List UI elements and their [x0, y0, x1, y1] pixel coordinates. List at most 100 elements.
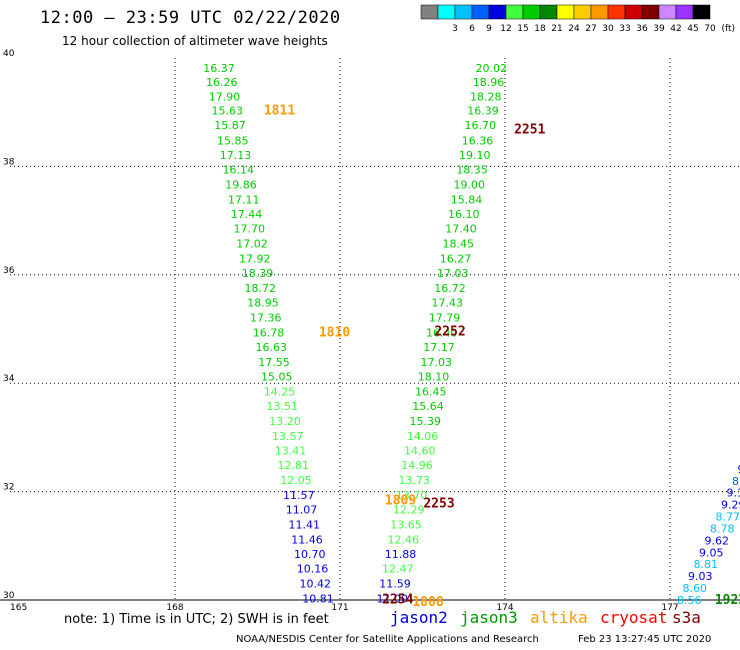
swh-value-jason3: 15.84: [451, 193, 483, 206]
swh-value-jason3: 17.03: [421, 356, 453, 369]
footer-credit: NOAA/NESDIS Center for Satellite Applica…: [236, 634, 539, 645]
pass-time-label: 1922: [715, 593, 740, 608]
color-scale-legend: 3 6 9 12 15 18 21 24 27 30 33 36 39 42 45 70 (ft): [420, 4, 735, 34]
swh-value-jason2: 9.03: [738, 463, 740, 476]
swh-value-jason3: 14.60: [404, 444, 436, 457]
swh-value-jason3: 16.63: [256, 341, 288, 354]
swh-value-jason3: 19.10: [459, 149, 491, 162]
swh-value-jason3: 11.88: [385, 548, 417, 561]
scale-label: 15: [517, 24, 528, 34]
swh-value-jason3: 17.79: [429, 312, 461, 325]
mission-cryosat: cryosat: [600, 608, 668, 627]
swh-value-jason3: 18.10: [418, 371, 450, 384]
swh-value-jason3: 17.55: [258, 356, 290, 369]
scale-label: 33: [619, 24, 630, 34]
swh-value-jason3: 16.36: [462, 134, 494, 147]
swh-value-jason2: 9.29: [721, 499, 740, 512]
y-tick-label: 32: [3, 483, 14, 493]
swh-value-jason3: 16.39: [467, 105, 499, 118]
swh-value-jason3: 17.36: [250, 312, 282, 325]
swh-value-jason3: 11.00: [377, 592, 409, 605]
swh-value-jason3: 17.43: [432, 296, 464, 309]
swh-value-jason3: 13.57: [272, 430, 304, 443]
swh-value-jason3: 15.05: [261, 371, 293, 384]
scale-swatch: [692, 4, 711, 20]
pass-time-label: 1810: [319, 326, 350, 341]
swh-value-jason2: 8.78: [710, 522, 735, 535]
x-tick-label: 171: [331, 603, 348, 613]
swh-value-jason3: 17.44: [231, 208, 263, 221]
scale-label: 45: [687, 24, 698, 34]
swh-value-jason3: 17.92: [239, 253, 271, 266]
y-tick-label: 30: [3, 591, 15, 601]
mission-jason3: jason3: [460, 608, 518, 627]
scale-label: 3: [452, 24, 458, 34]
scale-label: 6: [469, 24, 475, 34]
swh-value-jason3: 16.26: [206, 76, 238, 89]
swh-value-jason3: 16.40: [426, 326, 458, 339]
swh-value-jason3: 13.20: [269, 415, 301, 428]
y-tick-label: 36: [3, 266, 15, 276]
swh-value-jason3: 14.06: [407, 430, 439, 443]
swh-value-jason3: 16.70: [465, 119, 497, 132]
swh-value-jason3: 13.70: [396, 489, 428, 502]
swh-value-jason3: 16.72: [434, 282, 466, 295]
swh-value-jason3: 16.27: [440, 253, 472, 266]
page-subtitle: 12 hour collection of altimeter wave hei…: [62, 34, 328, 48]
scale-label: 27: [585, 24, 596, 34]
scale-label: 9: [486, 24, 492, 34]
swh-value-jason3: 13.51: [267, 400, 299, 413]
swh-value-jason3: 17.02: [236, 237, 268, 250]
swh-value-jason3: 19.00: [454, 178, 486, 191]
x-tick-label: 177: [661, 603, 678, 613]
page-title: 12:00 – 23:59 UTC 02/22/2020: [40, 8, 341, 28]
swh-value-jason3: 19.86: [225, 178, 257, 191]
swh-value-jason3: 16.45: [415, 385, 447, 398]
swh-value-jason3: 10.81: [302, 592, 334, 605]
pass-time-label: 1809: [385, 494, 416, 509]
swh-value-jason3: 15.87: [214, 119, 246, 132]
swh-value-jason3: 18.96: [473, 76, 505, 89]
swh-value-jason2: 9.62: [705, 534, 730, 547]
scale-label: 36: [636, 24, 648, 34]
swh-value-jason2: 9.03: [688, 570, 713, 583]
swh-value-jason3: 11.57: [283, 489, 315, 502]
swh-value-jason2: 9.05: [699, 546, 724, 559]
swh-value-jason3: 16.37: [203, 62, 235, 75]
swh-value-jason3: 13.41: [275, 444, 307, 457]
swh-value-jason3: 11.41: [289, 519, 321, 532]
swh-value-jason3: 15.39: [410, 415, 442, 428]
swh-value-jason3: 18.35: [456, 164, 488, 177]
mission-jason2: jason2: [390, 608, 448, 627]
swh-value-jason3: 18.28: [470, 90, 502, 103]
swh-value-jason3: 18.45: [443, 237, 475, 250]
swh-value-jason3: 17.90: [209, 90, 241, 103]
swh-value-jason3: 12.29: [393, 503, 425, 516]
swh-value-jason2: 8.56: [677, 594, 702, 607]
pass-time-label: 1808: [412, 595, 443, 610]
swh-value-jason3: 10.70: [294, 548, 326, 561]
swh-value-jason2: 8.83: [732, 475, 740, 488]
swh-value-jason3: 14.25: [264, 385, 296, 398]
swh-value-jason2: 8.81: [694, 558, 719, 571]
y-tick-label: 38: [3, 157, 15, 167]
pass-time-label: 2253: [423, 496, 454, 511]
swh-value-jason3: 15.64: [412, 400, 444, 413]
swh-value-jason3: 20.02: [476, 62, 508, 75]
swh-value-jason3: 12.46: [388, 533, 420, 546]
pass-time-label: 2252: [434, 325, 465, 340]
scale-label: 70: [704, 24, 716, 34]
scale-label: 42: [670, 24, 681, 34]
scale-label: 21: [551, 24, 562, 34]
swh-value-jason3: 10.42: [300, 578, 332, 591]
swh-value-jason3: 12.81: [278, 459, 310, 472]
swh-value-jason3: 16.10: [448, 208, 480, 221]
scale-unit: (ft): [721, 24, 735, 34]
swh-value-jason3: 10.16: [297, 563, 329, 576]
scale-label: 39: [653, 24, 665, 34]
swh-value-jason2: 8.60: [683, 582, 708, 595]
x-tick-label: 168: [166, 603, 183, 613]
swh-value-jason3: 13.65: [390, 519, 422, 532]
mission-altika: altika: [530, 608, 588, 627]
swh-value-jason3: 12.05: [280, 474, 312, 487]
